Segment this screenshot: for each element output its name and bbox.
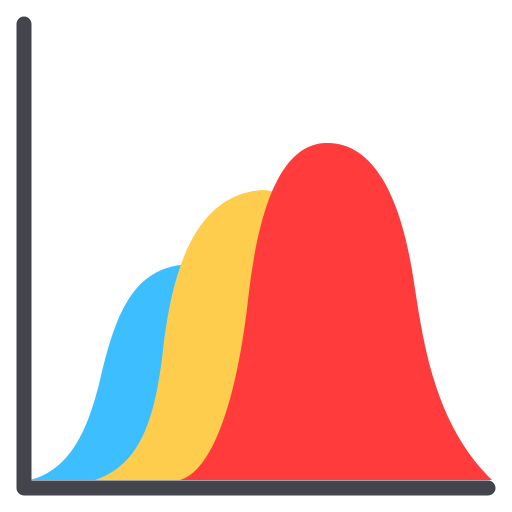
axis-lines bbox=[16, 16, 496, 496]
red-curve bbox=[180, 142, 492, 480]
